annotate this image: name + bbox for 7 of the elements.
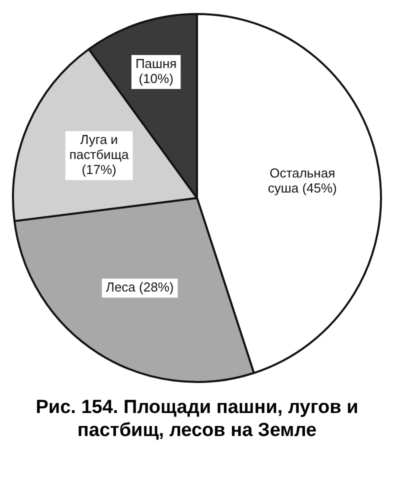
data-label: (17%) — [82, 162, 116, 178]
slice-label: Луга и пастбища — [69, 132, 130, 162]
slice-label: Леса (28%) — [106, 280, 174, 295]
slice-label: Пашня — [135, 56, 177, 72]
text: Рис. 154. Площади пашни, лугов и пастбищ, лесов на Земле — [34, 396, 360, 442]
data-label: (10%) — [138, 71, 174, 86]
slice-label: Остальная суша (45%) — [268, 165, 337, 196]
